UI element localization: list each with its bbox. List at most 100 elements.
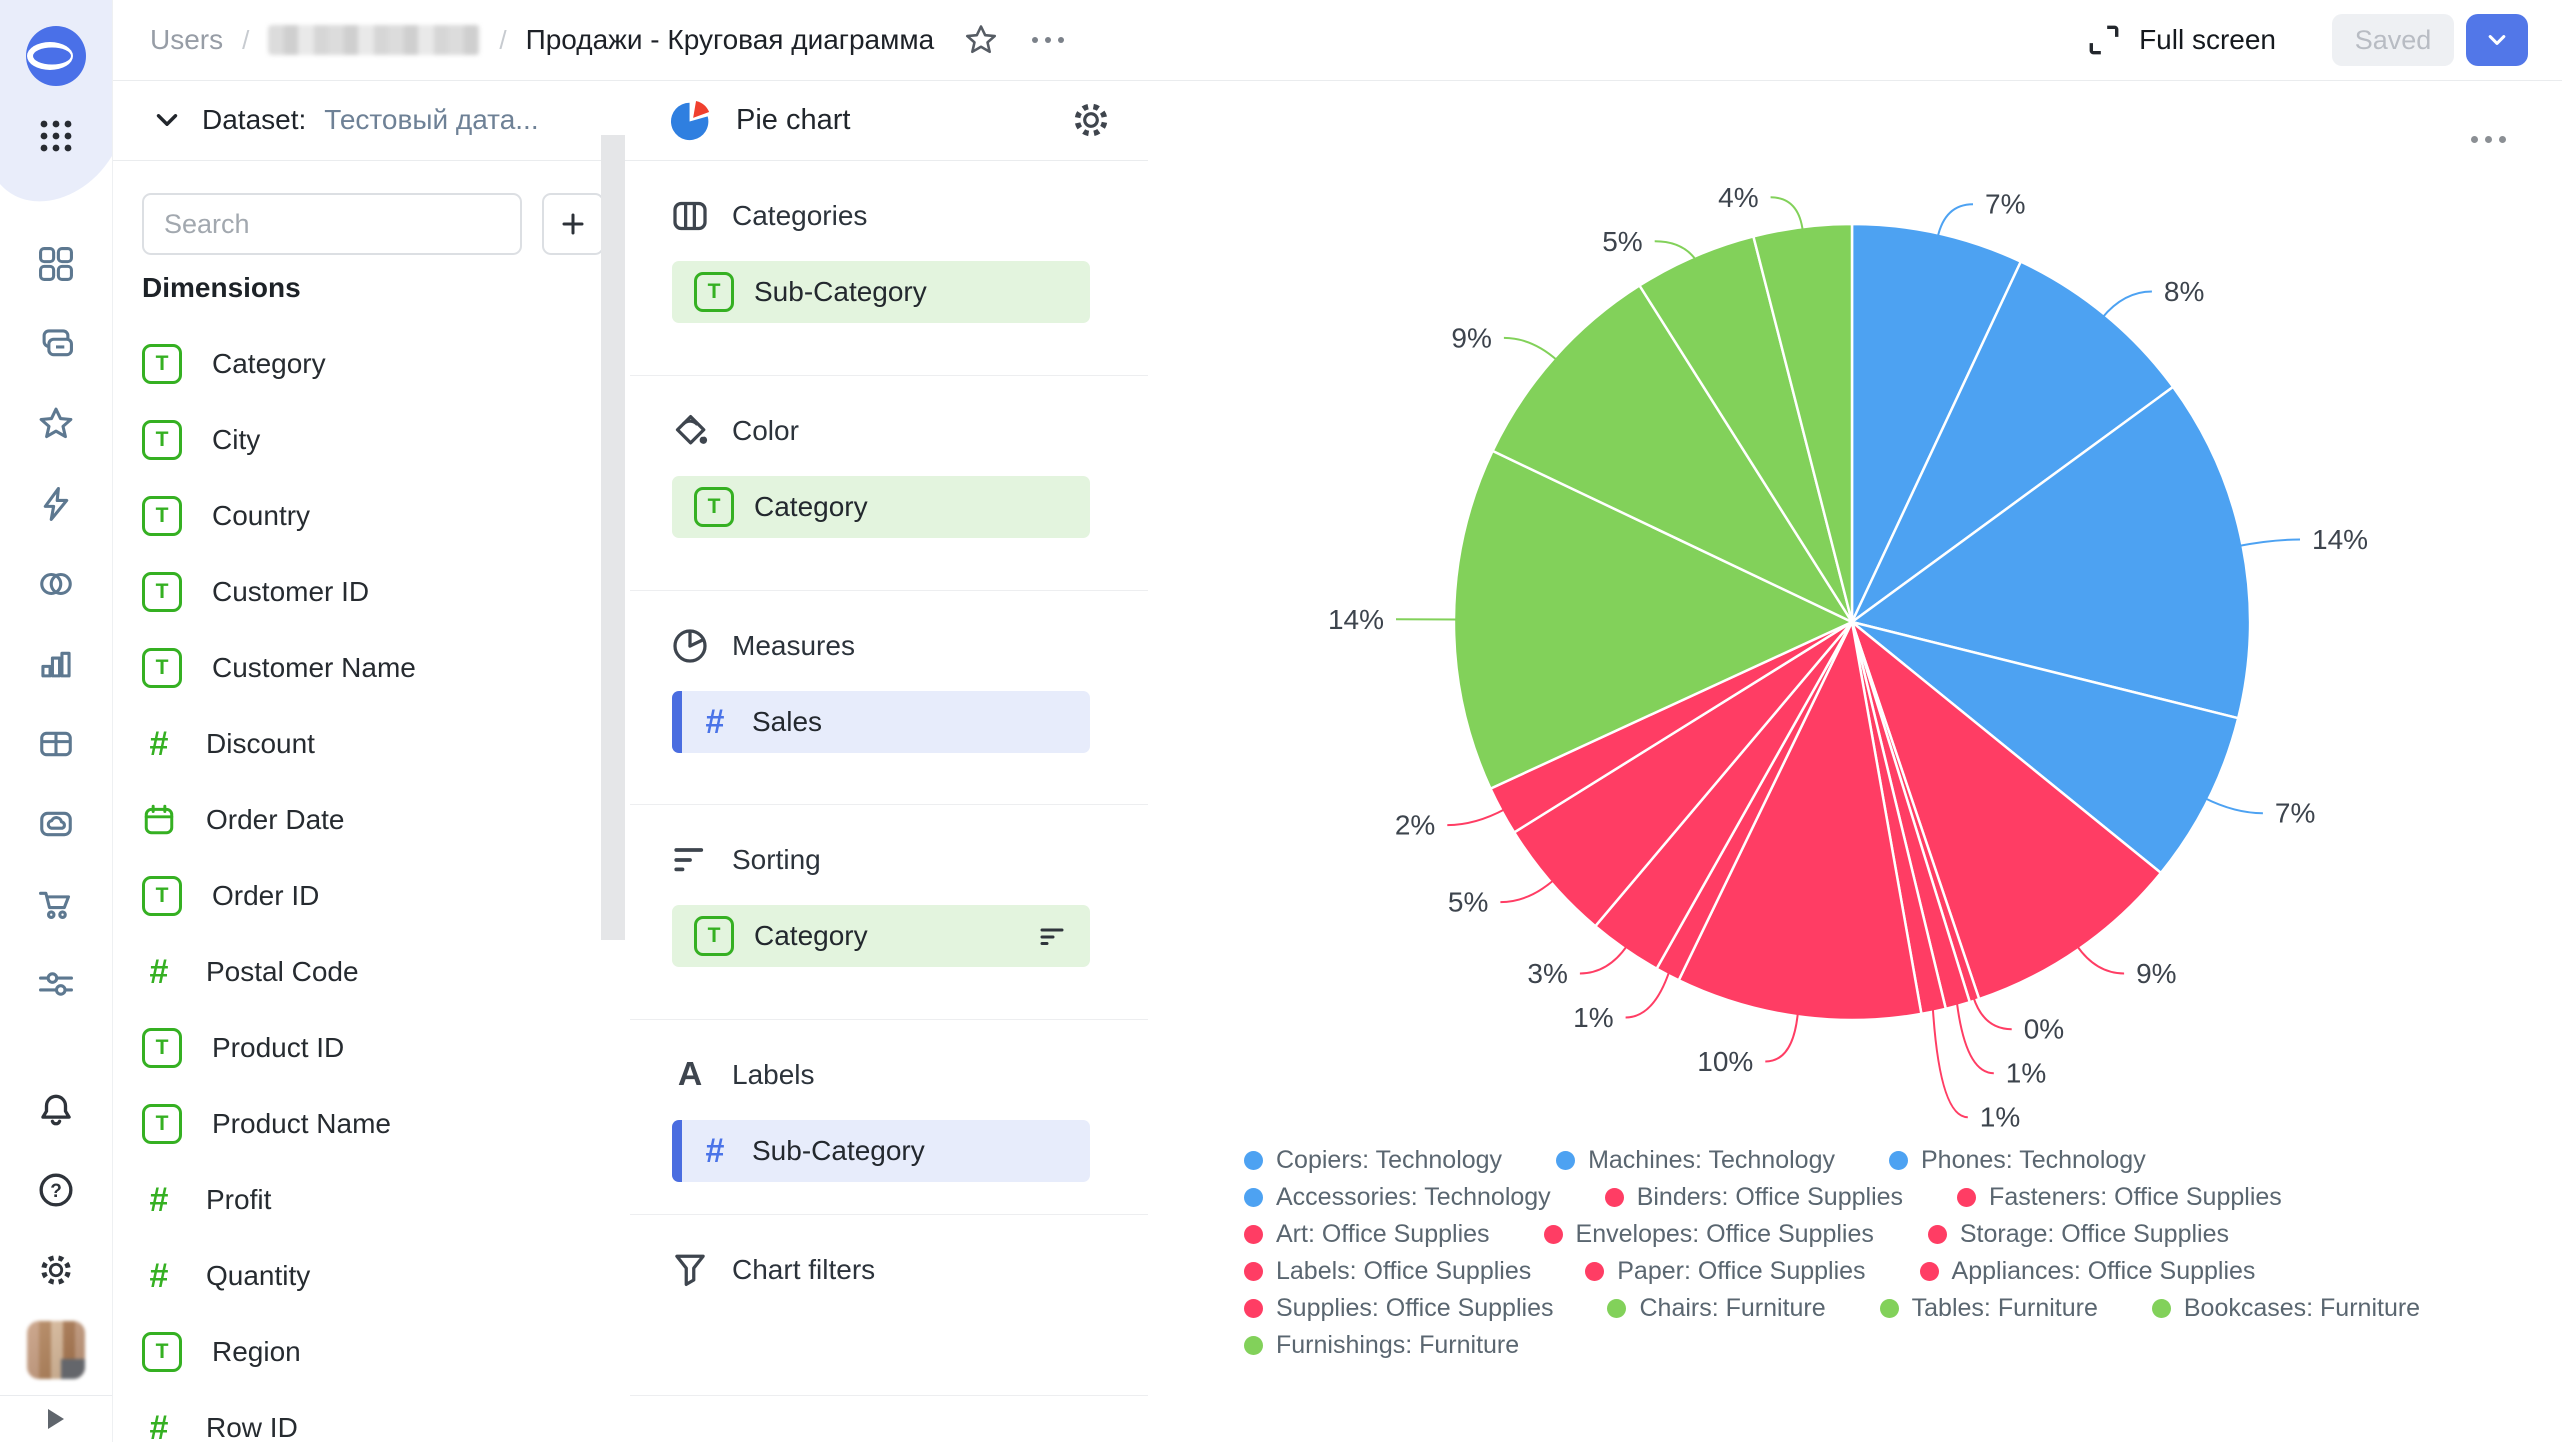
legend-item[interactable]: Appliances: Office Supplies <box>1919 1257 2255 1286</box>
label-leader-line <box>2101 290 2152 319</box>
field-label: Country <box>212 500 311 531</box>
label-leader-line <box>1447 808 1506 827</box>
field-item[interactable]: T Customer Name <box>112 630 630 706</box>
favorites-icon[interactable] <box>24 392 88 456</box>
field-item[interactable]: Order Date <box>112 782 630 858</box>
pie-slice-label: 14% <box>1328 604 1384 635</box>
search-input[interactable] <box>142 193 522 255</box>
field-type-icon: T <box>694 272 734 312</box>
field-item[interactable]: # Row ID <box>112 1390 630 1442</box>
field-item[interactable]: # Discount <box>112 706 630 782</box>
sort-direction-icon[interactable] <box>1036 920 1068 952</box>
legend-item[interactable]: Fasteners: Office Supplies <box>1957 1183 2282 1212</box>
legend-item[interactable]: Chairs: Furniture <box>1607 1294 1826 1323</box>
field-item[interactable]: # Quantity <box>112 1238 630 1314</box>
field-item[interactable]: T Product Name <box>112 1086 630 1162</box>
save-menu-button[interactable] <box>2466 14 2528 66</box>
field-item[interactable]: T Product ID <box>112 1010 630 1086</box>
avatar[interactable] <box>24 1318 88 1382</box>
legend-item[interactable]: Bookcases: Furniture <box>2151 1294 2420 1323</box>
help-icon[interactable]: ? <box>24 1158 88 1222</box>
legend-item[interactable]: Accessories: Technology <box>1244 1183 1551 1212</box>
legend-item[interactable]: Envelopes: Office Supplies <box>1543 1220 1874 1249</box>
label-leader-line <box>1500 879 1555 904</box>
legend-item[interactable]: Furnishings: Furniture <box>1244 1331 1519 1360</box>
scrollbar-thumb[interactable] <box>601 135 625 940</box>
legend-item[interactable]: Storage: Office Supplies <box>1927 1220 2229 1249</box>
tables-icon[interactable] <box>24 712 88 776</box>
chip-sub-category-labels[interactable]: # Sub-Category <box>672 1120 1090 1182</box>
settings-gear-icon[interactable] <box>24 1238 88 1302</box>
charts-icon[interactable] <box>24 632 88 696</box>
field-item[interactable]: T City <box>112 402 630 478</box>
breadcrumb-redacted-item[interactable] <box>268 25 481 55</box>
number-field-icon: # <box>149 1408 169 1442</box>
collections-icon[interactable] <box>24 312 88 376</box>
field-item[interactable]: T Order ID <box>112 858 630 934</box>
quick-actions-icon[interactable] <box>24 472 88 536</box>
number-field-icon: # <box>149 724 169 763</box>
label-leader-line <box>2075 945 2125 975</box>
chip-category[interactable]: T Category <box>672 476 1090 538</box>
legend-marker-icon <box>1244 1299 1263 1318</box>
notifications-icon[interactable] <box>24 1078 88 1142</box>
breadcrumb-menu-icon[interactable] <box>1032 37 1065 43</box>
pie-slice-label: 9% <box>2136 958 2176 989</box>
dashboards-icon[interactable] <box>24 232 88 296</box>
dataset-header: Dataset: Тестовый дата... <box>112 80 630 161</box>
chart-config-panel: Pie chart Categories T Sub-Category <box>630 80 1149 1442</box>
field-item[interactable]: T Region <box>112 1314 630 1390</box>
legend-marker-icon <box>1585 1262 1605 1281</box>
field-item[interactable]: # Postal Code <box>112 934 630 1010</box>
field-item[interactable]: T Customer ID <box>112 554 630 630</box>
connections-icon[interactable] <box>24 552 88 616</box>
legend-item[interactable]: Copiers: Technology <box>1244 1146 1502 1175</box>
dataset-name-link[interactable]: Тестовый дата... <box>324 104 539 135</box>
chip-sub-category[interactable]: T Sub-Category <box>672 261 1090 323</box>
field-item[interactable]: # Profit <box>112 1162 630 1238</box>
field-item[interactable]: T Category <box>112 326 630 402</box>
search-row <box>142 193 604 255</box>
field-label: Product ID <box>212 1032 345 1063</box>
chevron-down-icon[interactable] <box>150 103 184 137</box>
services-icon[interactable] <box>24 952 88 1016</box>
legend-item[interactable]: Binders: Office Supplies <box>1604 1183 1903 1212</box>
breadcrumb-users[interactable]: Users <box>150 24 224 55</box>
favorite-star-icon[interactable] <box>963 22 999 58</box>
legend-item[interactable]: Phones: Technology <box>1888 1146 2146 1175</box>
add-field-button[interactable] <box>542 193 604 255</box>
svg-text:?: ? <box>50 1181 62 1202</box>
label-leader-line <box>1972 996 2012 1031</box>
legend-row: Supplies: Office Supplies Chairs: Furnitu… <box>1244 1290 2522 1327</box>
legend-label: Art: Office Supplies <box>1276 1220 1490 1248</box>
legend-item[interactable]: Labels: Office Supplies <box>1244 1257 1531 1286</box>
legend-item[interactable]: Art: Office Supplies <box>1244 1220 1490 1249</box>
legend-item[interactable]: Paper: Office Supplies <box>1585 1257 1866 1286</box>
label-leader-line <box>1503 336 1558 362</box>
full-screen-button[interactable]: Full screen <box>2086 22 2276 58</box>
legend-item[interactable]: Supplies: Office Supplies <box>1244 1294 1553 1323</box>
field-item[interactable]: T Country <box>112 478 630 554</box>
apps-grid-icon[interactable] <box>24 104 88 168</box>
chart-legend: Copiers: Technology Machines: Technology P… <box>1244 1142 2522 1364</box>
chart-settings-gear-icon[interactable] <box>1070 99 1112 141</box>
chip-sales[interactable]: # Sales <box>672 691 1090 753</box>
legend-item[interactable]: Machines: Technology <box>1556 1146 1835 1175</box>
text-field-icon: T <box>694 916 734 956</box>
chart-menu-icon[interactable] <box>2471 136 2506 143</box>
chip-category-sort[interactable]: T Category <box>672 905 1090 967</box>
field-label: Customer Name <box>212 652 416 683</box>
text-field-icon: T <box>694 487 734 527</box>
field-label: City <box>212 424 261 455</box>
pie-slice-label: 2% <box>1395 810 1435 841</box>
legend-item[interactable]: Tables: Furniture <box>1879 1294 2098 1323</box>
marketplace-icon[interactable] <box>24 872 88 936</box>
section-title: Measures <box>732 630 855 661</box>
rail-curve <box>0 150 112 202</box>
saved-button[interactable]: Saved <box>2332 14 2454 66</box>
expand-arrow-icon[interactable] <box>48 1409 64 1429</box>
storage-icon[interactable] <box>24 792 88 856</box>
datalens-logo[interactable] <box>24 24 88 88</box>
legend-marker-icon <box>1244 1188 1263 1207</box>
